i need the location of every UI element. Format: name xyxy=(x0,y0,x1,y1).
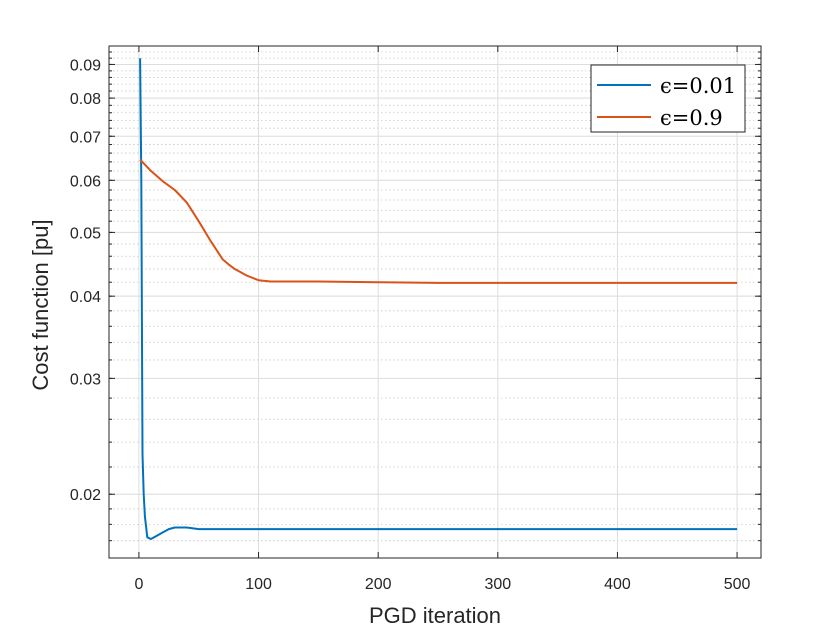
x-tick-label: 400 xyxy=(604,576,631,593)
legend-label-0: ϵ=0.01 xyxy=(660,74,736,98)
y-tick-label: 0.06 xyxy=(70,173,101,190)
major-grid xyxy=(109,46,761,558)
x-tick-group: 0 100 200 300 400 500 xyxy=(134,46,751,593)
y-tick-group: 0.02 0.03 0.04 0.05 0.06 0.07 0.08 0.09 xyxy=(70,51,761,559)
y-tick-label: 0.08 xyxy=(70,91,101,108)
y-tick-label: 0.05 xyxy=(70,225,101,242)
y-tick-label: 0.03 xyxy=(70,371,101,388)
y-tick-label: 0.04 xyxy=(70,289,101,306)
x-tick-label: 300 xyxy=(484,576,511,593)
legend: ϵ=0.01 ϵ=0.9 xyxy=(590,64,746,133)
series-line-1 xyxy=(139,158,738,284)
x-axis-title: PGD iteration xyxy=(369,603,501,628)
y-tick-label: 0.09 xyxy=(70,57,101,74)
y-tick-label: 0.07 xyxy=(70,129,101,146)
series-line-0 xyxy=(139,58,738,540)
x-tick-label: 200 xyxy=(365,576,392,593)
legend-label-1: ϵ=0.9 xyxy=(660,106,723,130)
plot-frame xyxy=(108,45,762,559)
series-group xyxy=(139,58,738,540)
x-tick-label: 0 xyxy=(134,576,143,593)
x-tick-label: 100 xyxy=(245,576,272,593)
y-axis-title: Cost function [pu] xyxy=(28,219,53,390)
legend-box xyxy=(590,64,746,133)
x-tick-label: 500 xyxy=(724,576,751,593)
y-tick-label: 0.02 xyxy=(70,487,101,504)
